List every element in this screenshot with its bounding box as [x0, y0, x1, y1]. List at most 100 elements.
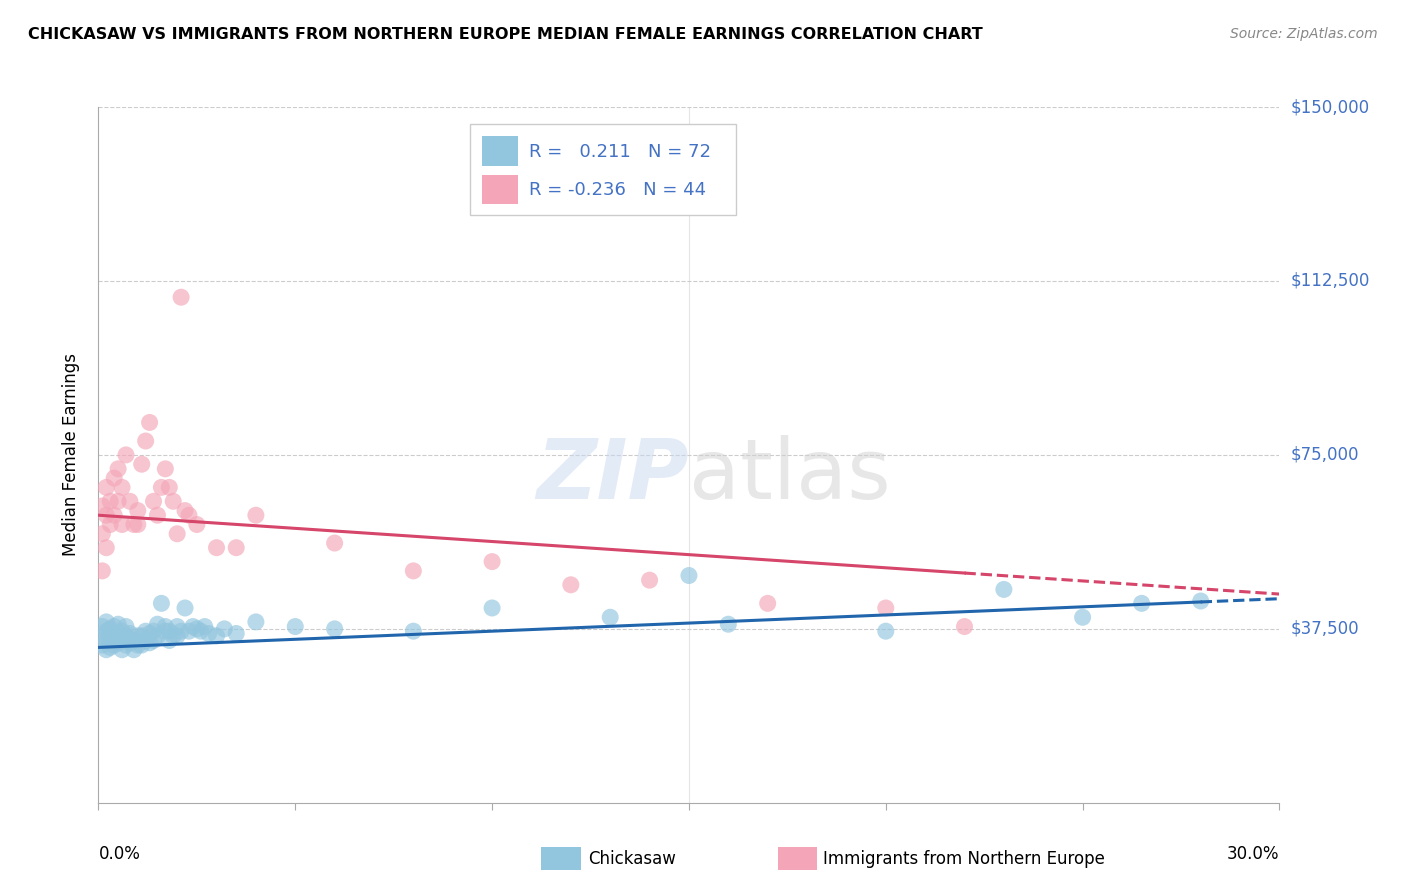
Point — [91, 564, 114, 578]
Point — [98, 622, 121, 636]
Point — [190, 624, 212, 639]
Point — [717, 617, 740, 632]
Point — [98, 631, 121, 645]
Point — [197, 626, 219, 640]
Point — [135, 624, 157, 639]
Point — [155, 624, 177, 639]
Point — [138, 626, 160, 640]
Point — [98, 494, 121, 508]
Point — [162, 629, 184, 643]
Point — [96, 508, 118, 523]
Point — [127, 517, 149, 532]
Point — [678, 568, 700, 582]
Point — [115, 638, 138, 652]
Point — [96, 642, 118, 657]
Point — [138, 416, 160, 430]
Point — [157, 624, 180, 639]
Point — [1189, 594, 1212, 608]
Point — [146, 508, 169, 523]
Point — [142, 624, 165, 639]
Point — [96, 541, 118, 555]
Point — [103, 638, 125, 652]
Point — [225, 626, 247, 640]
Point — [118, 494, 141, 508]
Point — [115, 619, 138, 633]
Point — [142, 494, 165, 508]
Point — [138, 636, 160, 650]
Point — [98, 629, 121, 643]
Point — [111, 633, 134, 648]
Point — [177, 624, 200, 639]
Point — [127, 503, 149, 517]
Text: $150,000: $150,000 — [1291, 98, 1369, 116]
Point — [245, 615, 267, 629]
Point — [146, 617, 169, 632]
Point — [96, 624, 118, 639]
Point — [323, 536, 346, 550]
Text: Source: ZipAtlas.com: Source: ZipAtlas.com — [1230, 27, 1378, 41]
Y-axis label: Median Female Earnings: Median Female Earnings — [62, 353, 80, 557]
Point — [177, 508, 200, 523]
Point — [875, 624, 897, 639]
Point — [174, 503, 197, 517]
Point — [162, 494, 184, 508]
Text: $37,500: $37,500 — [1291, 620, 1360, 638]
Point — [115, 629, 138, 643]
Text: Immigrants from Northern Europe: Immigrants from Northern Europe — [823, 850, 1104, 868]
Point — [146, 629, 169, 643]
Point — [107, 636, 129, 650]
Point — [599, 610, 621, 624]
Point — [122, 517, 145, 532]
Point — [756, 596, 779, 610]
Point — [166, 619, 188, 633]
Point — [122, 642, 145, 657]
Point — [127, 629, 149, 643]
Point — [115, 448, 138, 462]
Point — [98, 640, 121, 655]
Point — [214, 622, 236, 636]
Point — [170, 624, 193, 639]
Point — [323, 622, 346, 636]
Point — [111, 624, 134, 639]
Point — [150, 480, 173, 494]
FancyBboxPatch shape — [482, 136, 517, 166]
Point — [103, 629, 125, 643]
Point — [284, 619, 307, 633]
Point — [166, 629, 188, 643]
Point — [127, 638, 149, 652]
Point — [131, 638, 153, 652]
Point — [1071, 610, 1094, 624]
Point — [1130, 596, 1153, 610]
Point — [135, 633, 157, 648]
Point — [875, 601, 897, 615]
Point — [174, 601, 197, 615]
Point — [135, 434, 157, 448]
Point — [111, 480, 134, 494]
Point — [205, 629, 228, 643]
Point — [96, 615, 118, 629]
Text: R =   0.211   N = 72: R = 0.211 N = 72 — [530, 143, 711, 161]
Point — [131, 457, 153, 471]
Point — [122, 633, 145, 648]
Point — [481, 601, 503, 615]
Point — [142, 633, 165, 648]
Text: CHICKASAW VS IMMIGRANTS FROM NORTHERN EUROPE MEDIAN FEMALE EARNINGS CORRELATION : CHICKASAW VS IMMIGRANTS FROM NORTHERN EU… — [28, 27, 983, 42]
Point — [118, 626, 141, 640]
Point — [186, 517, 208, 532]
Point — [166, 526, 188, 541]
Text: Chickasaw: Chickasaw — [588, 850, 675, 868]
Text: ZIP: ZIP — [536, 435, 689, 516]
Point — [118, 636, 141, 650]
Point — [150, 596, 173, 610]
Point — [560, 578, 582, 592]
Point — [402, 564, 425, 578]
Point — [205, 541, 228, 555]
Point — [194, 619, 217, 633]
Point — [91, 499, 114, 513]
Text: $75,000: $75,000 — [1291, 446, 1360, 464]
Point — [993, 582, 1015, 597]
Point — [96, 480, 118, 494]
Point — [402, 624, 425, 639]
Point — [103, 633, 125, 648]
FancyBboxPatch shape — [482, 175, 517, 204]
